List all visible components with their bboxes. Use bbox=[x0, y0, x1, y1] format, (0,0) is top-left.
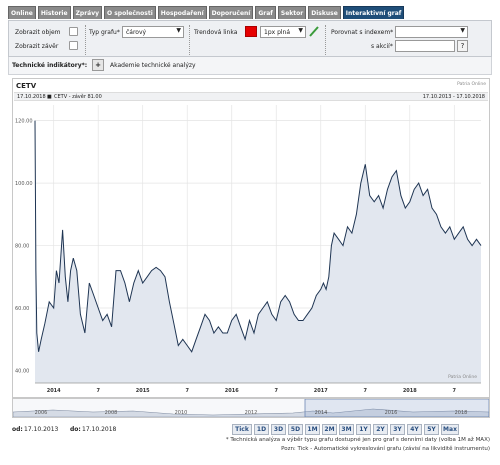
show-volume-checkbox[interactable] bbox=[69, 27, 78, 36]
info-series: CETV - závěr 81.00 bbox=[54, 94, 102, 100]
compare-stock-input[interactable] bbox=[395, 40, 455, 52]
period-button-5d[interactable]: 5D bbox=[288, 424, 303, 435]
x-tick-label: 2017 bbox=[314, 388, 328, 394]
period-button-1d[interactable]: 1D bbox=[254, 424, 269, 435]
range-navigator[interactable]: 2006 2008 2010 2012 2014 2016 2018 bbox=[12, 398, 490, 418]
x-tick-label: 2014 bbox=[47, 388, 61, 394]
tab-2[interactable]: Zprávy bbox=[72, 6, 103, 19]
navigator-year-label: 2014 bbox=[315, 410, 328, 416]
from-date[interactable]: 17.10.2013 bbox=[24, 426, 59, 433]
chevron-down-icon: ▼ bbox=[176, 27, 181, 34]
period-button-3m[interactable]: 3M bbox=[339, 424, 354, 435]
period-button-max[interactable]: Max bbox=[441, 424, 459, 435]
compare-index-select[interactable]: ▼ bbox=[395, 26, 468, 38]
divider bbox=[189, 25, 190, 55]
tab-3[interactable]: O společnosti bbox=[104, 6, 156, 19]
navigator-year-label: 2006 bbox=[35, 410, 48, 416]
tab-7[interactable]: Sektor bbox=[277, 6, 307, 19]
chart-settings-panel: Zobrazit objem Zobrazit závěr Typ grafu*… bbox=[8, 20, 492, 57]
tab-6[interactable]: Graf bbox=[255, 6, 276, 19]
footnote-2: Pozn: Tick - Automatické vykreslování gr… bbox=[281, 446, 490, 452]
period-button-1m[interactable]: 1M bbox=[305, 424, 320, 435]
period-button-1y[interactable]: 1Y bbox=[356, 424, 371, 435]
chart-container: CETV Patria Online 17.10.2018 ■ CETV - z… bbox=[12, 78, 490, 398]
tab-8[interactable]: Diskuse bbox=[308, 6, 341, 19]
show-volume-label: Zobrazit objem bbox=[15, 29, 61, 36]
period-button-2m[interactable]: 2M bbox=[322, 424, 337, 435]
tab-bar: Online Historie Zprávy O společnosti Hospoda… bbox=[8, 6, 405, 20]
price-chart[interactable]: 120.00 100.00 80.00 60.00 40.00 2014 7 2015 7 201… bbox=[13, 101, 489, 397]
price-area bbox=[35, 120, 481, 383]
chevron-down-icon: ▼ bbox=[460, 27, 465, 34]
x-tick-label: 2016 bbox=[225, 388, 239, 394]
navigator-year-label: 2010 bbox=[175, 410, 188, 416]
period-button-2y[interactable]: 2Y bbox=[373, 424, 388, 435]
trendline-style-select[interactable]: 1px plná ▼ bbox=[260, 26, 306, 38]
tab-0[interactable]: Online bbox=[8, 6, 36, 19]
tab-5[interactable]: Doporučení bbox=[208, 6, 254, 19]
technical-indicators-row: Technické indikátory*: + Akademie techni… bbox=[8, 57, 492, 75]
navigator-year-label: 2012 bbox=[245, 410, 258, 416]
x-tick-label: 7 bbox=[275, 388, 279, 394]
info-legend-marker: ■ bbox=[47, 94, 52, 100]
navigator-year-label: 2016 bbox=[385, 410, 398, 416]
divider bbox=[325, 25, 326, 55]
y-tick-label: 100.00 bbox=[15, 181, 33, 187]
tab-9[interactable]: Interaktivní graf bbox=[342, 6, 405, 19]
tab-1[interactable]: Historie bbox=[37, 6, 71, 19]
from-label: od: bbox=[12, 426, 23, 433]
chart-type-select[interactable]: čárový ▼ bbox=[122, 26, 184, 38]
technical-indicators-label: Technické indikátory*: bbox=[12, 62, 88, 69]
info-range: 17.10.2013 - 17.10.2018 bbox=[422, 94, 485, 100]
footnote-1: * Technická analýza a výběr typu grafu d… bbox=[225, 437, 490, 443]
navigator-chart[interactable]: 2006 2008 2010 2012 2014 2016 2018 bbox=[12, 398, 490, 418]
trendline-style-value: 1px plná bbox=[264, 29, 291, 36]
watermark-top: Patria Online bbox=[457, 82, 486, 87]
period-button-4y[interactable]: 4Y bbox=[407, 424, 422, 435]
compare-stock-label: s akcií* bbox=[371, 43, 393, 50]
divider bbox=[85, 25, 86, 55]
x-tick-label: 7 bbox=[453, 388, 457, 394]
chart-title: CETV bbox=[16, 82, 37, 90]
x-tick-label: 2015 bbox=[136, 388, 150, 394]
show-close-checkbox[interactable] bbox=[69, 41, 78, 50]
to-date[interactable]: 17.10.2018 bbox=[82, 426, 117, 433]
period-button-tick[interactable]: Tick bbox=[232, 424, 252, 435]
navigator-year-label: 2018 bbox=[455, 410, 468, 416]
navigator-year-label: 2008 bbox=[105, 410, 118, 416]
x-tick-label: 7 bbox=[364, 388, 368, 394]
x-tick-label: 7 bbox=[96, 388, 100, 394]
show-close-label: Zobrazit závěr bbox=[15, 43, 59, 50]
close-icon[interactable]: ? bbox=[457, 40, 468, 52]
x-tick-label: 2018 bbox=[403, 388, 417, 394]
pencil-icon[interactable] bbox=[309, 25, 319, 37]
trendline-label: Trendová linka bbox=[194, 29, 238, 36]
y-tick-label: 120.00 bbox=[15, 119, 33, 125]
compare-index-label: Porovnat s indexem* bbox=[331, 29, 394, 36]
period-button-3y[interactable]: 3Y bbox=[390, 424, 405, 435]
chart-info-bar: 17.10.2018 ■ CETV - závěr 81.00 17.10.20… bbox=[14, 92, 488, 101]
info-date: 17.10.2018 bbox=[17, 94, 46, 100]
x-tick-label: 7 bbox=[185, 388, 189, 394]
add-indicator-button[interactable]: + bbox=[92, 59, 104, 71]
academy-link[interactable]: Akademie technické analýzy bbox=[110, 62, 196, 69]
y-tick-label: 40.00 bbox=[15, 369, 29, 375]
y-tick-label: 60.00 bbox=[15, 306, 29, 312]
trendline-color-swatch[interactable] bbox=[245, 26, 257, 37]
tab-4[interactable]: Hospodaření bbox=[157, 6, 207, 19]
chevron-down-icon: ▼ bbox=[298, 27, 303, 34]
chart-type-value: čárový bbox=[126, 29, 147, 36]
watermark-bottom: Patria Online bbox=[448, 375, 477, 380]
to-label: do: bbox=[70, 426, 81, 433]
price-line bbox=[34, 120, 482, 353]
period-button-5y[interactable]: 5Y bbox=[424, 424, 439, 435]
chart-type-label: Typ grafu* bbox=[89, 29, 120, 36]
period-button-3d[interactable]: 3D bbox=[271, 424, 286, 435]
y-tick-label: 80.00 bbox=[15, 244, 29, 250]
